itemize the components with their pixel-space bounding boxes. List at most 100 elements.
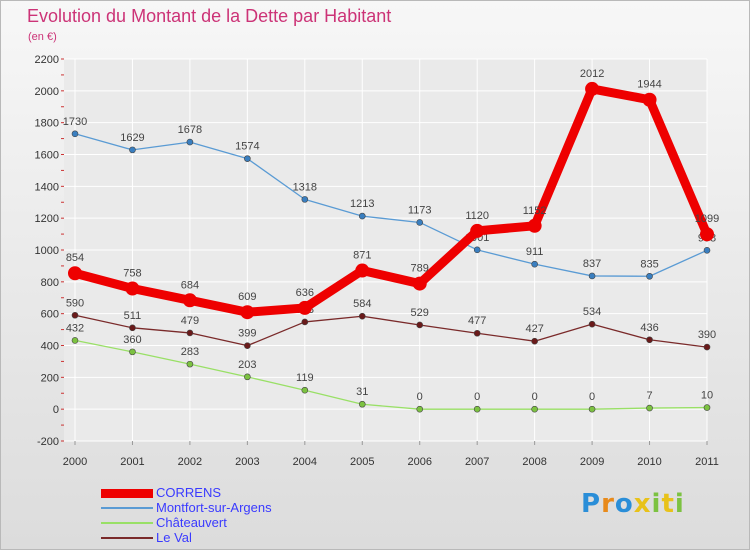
data-point (301, 196, 309, 203)
data-label: 2012 (580, 68, 604, 80)
data-label: 31 (356, 386, 368, 398)
data-label: 1152 (523, 205, 547, 217)
x-tick-label: 2009 (580, 456, 604, 468)
data-label: 0 (532, 391, 538, 403)
data-label: 871 (353, 250, 371, 262)
data-label: 477 (468, 315, 486, 327)
data-point (68, 266, 82, 281)
legend-label: Le Val (156, 530, 192, 545)
data-label: 7 (646, 390, 652, 402)
legend-label: CORRENS (156, 485, 222, 500)
data-label: 390 (698, 329, 716, 341)
data-point (71, 337, 79, 344)
data-label: 399 (238, 328, 256, 340)
data-label: 436 (640, 322, 658, 334)
data-label: 636 (296, 287, 314, 299)
data-point (585, 81, 600, 96)
data-label: 1173 (408, 204, 432, 216)
data-point (588, 320, 596, 328)
data-point (646, 404, 653, 412)
data-label: 684 (181, 279, 199, 291)
data-point (355, 263, 370, 278)
x-tick-label: 2011 (695, 456, 719, 468)
legend-swatch (101, 488, 153, 498)
proxiti-logo: Proxiti (581, 489, 685, 519)
logo-letter: i (651, 489, 662, 519)
y-tick-label: 600 (41, 309, 59, 321)
x-tick-label: 2001 (120, 456, 144, 468)
y-tick-label: 0 (53, 404, 59, 416)
series-line (74, 314, 708, 348)
data-point (646, 272, 653, 280)
legend-label: Montfort-sur-Argens (156, 500, 272, 515)
x-tick-label: 2005 (350, 456, 374, 468)
logo-letter: x (633, 489, 652, 519)
data-label: 590 (66, 297, 84, 309)
y-tick-label: 400 (41, 341, 59, 353)
data-label: 854 (66, 252, 84, 264)
y-tick-label: 2200 (35, 54, 59, 66)
data-point (301, 386, 309, 394)
data-point (412, 276, 427, 291)
data-label: 534 (583, 306, 601, 318)
data-point (244, 342, 251, 349)
legend-label: Châteauvert (156, 515, 227, 530)
series-le-val: 590511479399548584529477427534436390 (66, 297, 716, 351)
x-tick-label: 2000 (63, 456, 87, 468)
data-point (71, 311, 79, 319)
data-label: 1730 (63, 116, 87, 128)
y-tick-label: 1600 (35, 150, 59, 162)
y-tick-label: 2000 (35, 86, 59, 98)
series-ch-teauvert: 432 360 283 203 119 31 0 0 0 0 7 10 (66, 322, 713, 413)
x-tick-label: 2007 (465, 456, 489, 468)
data-label: 283 (181, 346, 199, 358)
data-label: 529 (411, 307, 429, 319)
x-tick-label: 2008 (522, 456, 546, 468)
data-label: 911 (526, 246, 544, 258)
y-tick-label: 800 (41, 277, 59, 289)
data-point (531, 337, 538, 345)
y-tick-label: 1200 (35, 213, 59, 225)
data-point (527, 218, 542, 233)
data-point (416, 219, 424, 226)
y-tick-label: 1400 (35, 181, 59, 193)
data-point (473, 405, 481, 413)
chart-title: Evolution du Montant de la Dette par Hab… (27, 6, 392, 26)
data-label: 584 (353, 298, 371, 310)
data-label: 835 (640, 258, 658, 270)
data-point (470, 223, 485, 238)
data-label: 432 (66, 322, 84, 334)
data-point (186, 329, 194, 337)
data-label: 1318 (293, 181, 317, 193)
data-point (588, 272, 596, 280)
data-label: 1574 (235, 141, 259, 153)
data-point (703, 343, 711, 351)
data-label: 1099 (695, 213, 719, 225)
x-tick-label: 2003 (235, 456, 259, 468)
logo-letter: r (601, 489, 615, 519)
data-point (71, 130, 79, 138)
y-tick-label: 1000 (35, 245, 59, 257)
legend-swatch (101, 507, 153, 509)
data-point (129, 348, 136, 356)
data-label: 609 (238, 291, 256, 303)
y-tick-label: 1800 (35, 118, 59, 130)
logo-letter: i (674, 489, 685, 519)
data-point (646, 336, 653, 344)
data-point (416, 321, 424, 329)
logo-letter: P (581, 489, 602, 519)
data-point (240, 305, 255, 320)
data-label: 479 (181, 315, 199, 327)
logo-letter: t (661, 489, 675, 519)
logo-letter: o (614, 489, 634, 519)
data-label: 0 (417, 391, 423, 403)
data-label: 10 (701, 390, 713, 402)
x-tick-label: 2010 (637, 456, 661, 468)
data-point (244, 155, 251, 162)
data-point (129, 324, 136, 332)
y-axis-unit: (en €) (28, 31, 57, 43)
data-point (588, 405, 596, 413)
x-tick-label: 2004 (293, 456, 317, 468)
data-label: 1213 (350, 198, 374, 210)
legend-swatch (101, 537, 153, 539)
